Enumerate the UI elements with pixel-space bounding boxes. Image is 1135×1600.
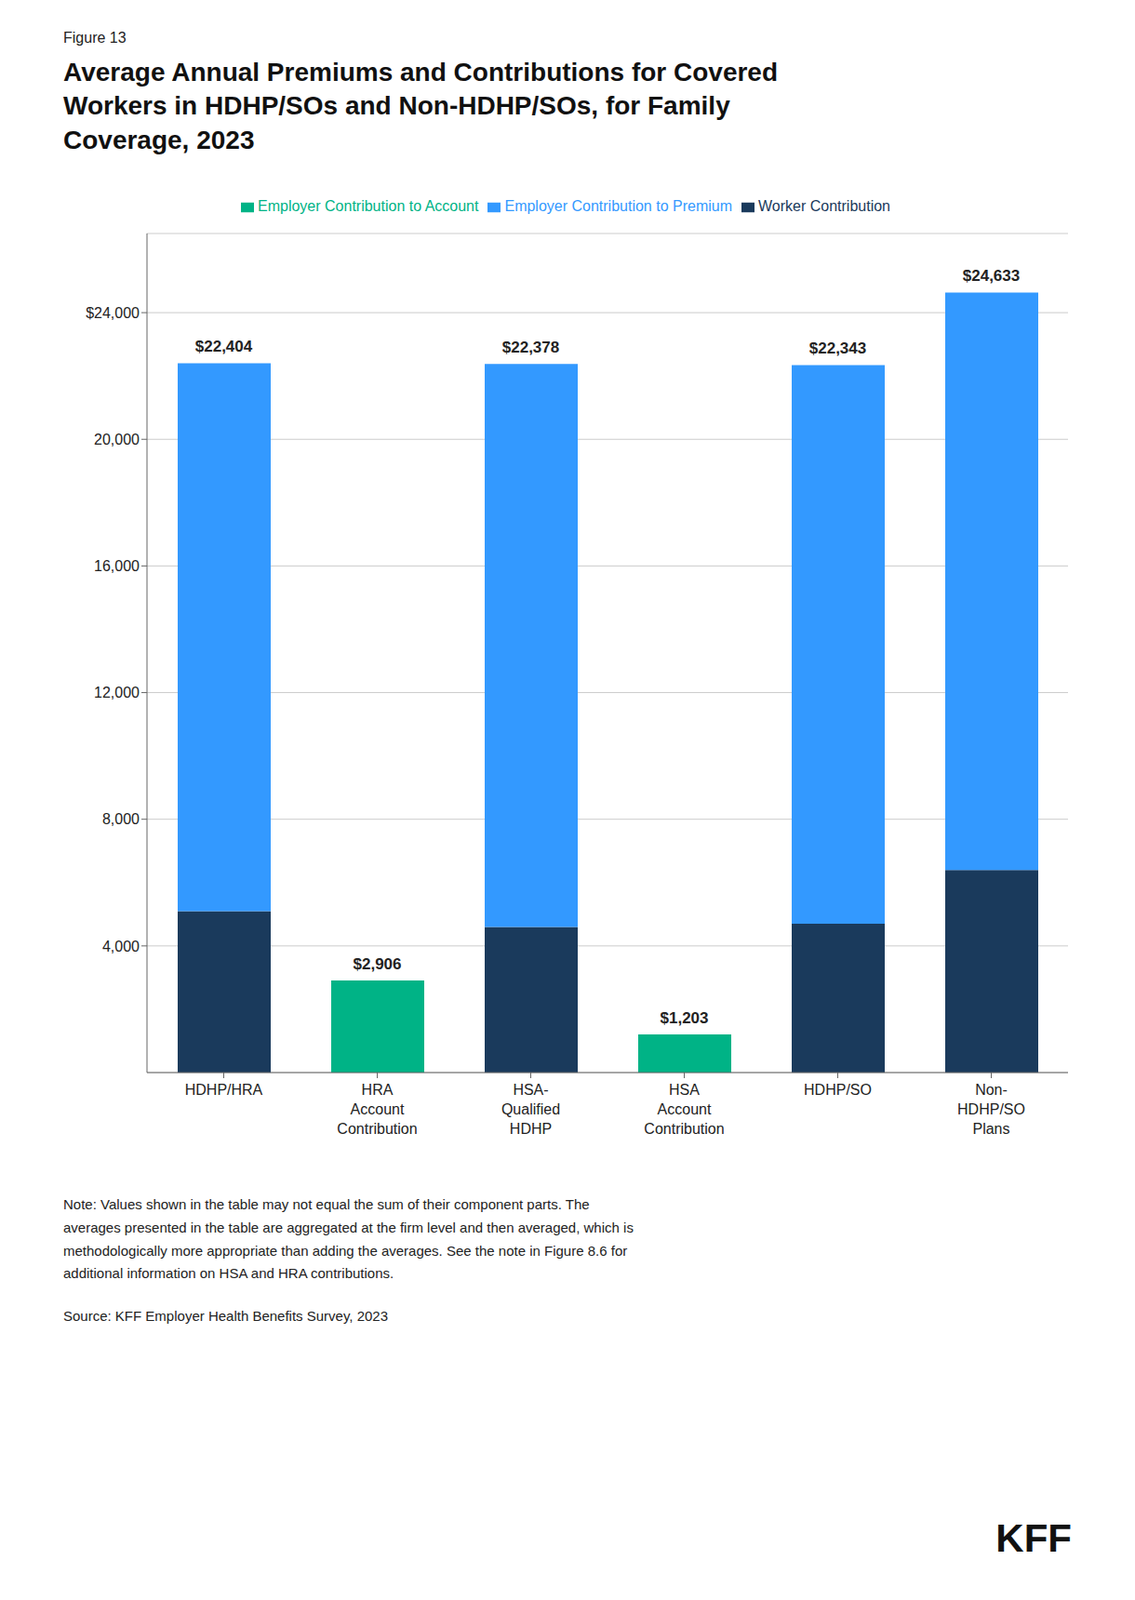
svg-text:$24,633: $24,633 — [962, 267, 1020, 285]
svg-text:20,000: 20,000 — [93, 431, 140, 448]
svg-text:12,000: 12,000 — [93, 684, 140, 701]
html-text:Worker Contribution: Worker Contribution — [758, 198, 891, 215]
svg-text:16,000: 16,000 — [93, 558, 140, 575]
svg-text:$1,203: $1,203 — [660, 1009, 709, 1028]
html-text:Average Annual Premiums and Co: Average Annual Premiums and Contribution… — [63, 57, 778, 155]
html-text:Employer Contribution to Accou: Employer Contribution to Account — [257, 198, 479, 215]
svg-text:8,000: 8,000 — [102, 812, 140, 828]
html-text:KFF: KFF — [995, 1516, 1072, 1561]
svg-text:HDHP/SO: HDHP/SO — [803, 1081, 872, 1098]
svg-text:$2,906: $2,906 — [353, 955, 402, 974]
svg-text:4,000: 4,000 — [102, 938, 140, 955]
svg-text:HDHP/HRA: HDHP/HRA — [185, 1081, 264, 1098]
svg-text:HSA-QualifiedHDHP: HSA-QualifiedHDHP — [501, 1081, 561, 1137]
svg-text:$22,378: $22,378 — [502, 338, 560, 357]
html-text:Source: KFF Employer Health Be: Source: KFF Employer Health Benefits Sur… — [63, 1308, 389, 1325]
svg-text:$22,343: $22,343 — [809, 339, 867, 358]
svg-text:HSAAccountContribution: HSAAccountContribution — [643, 1081, 724, 1137]
svg-text:Non-HDHP/SOPlans: Non-HDHP/SOPlans — [957, 1081, 1026, 1137]
svg-text:HRAAccountContribution: HRAAccountContribution — [336, 1081, 417, 1137]
svg-text:$24,000: $24,000 — [85, 305, 140, 321]
svg-text:$22,404: $22,404 — [195, 337, 254, 356]
html-text:Figure 13: Figure 13 — [63, 29, 127, 46]
html-text:Note: Values shown in the tabl: Note: Values shown in the table may not … — [63, 1196, 634, 1282]
html-text:Employer Contribution to Premi: Employer Contribution to Premium — [504, 198, 733, 215]
